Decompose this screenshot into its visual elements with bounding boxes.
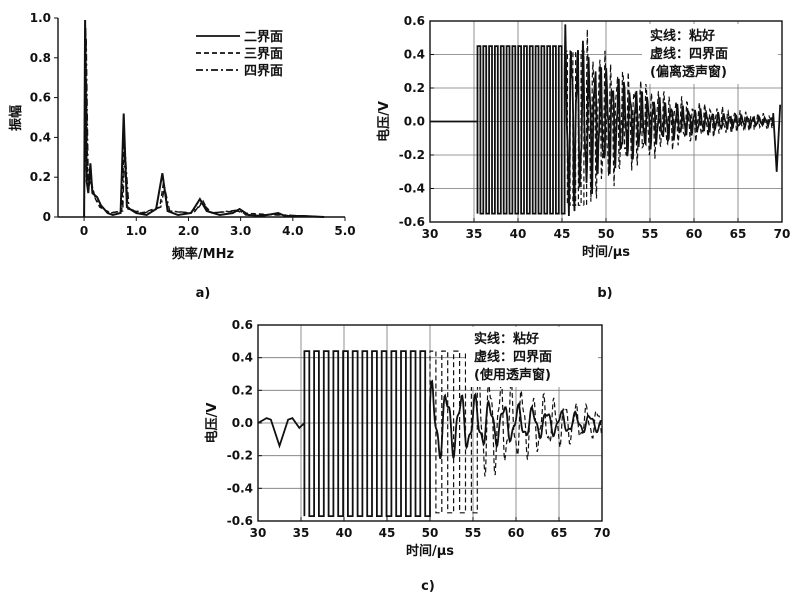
y-tick-label: -0.6 [227, 514, 253, 528]
x-tick-label: 50 [422, 526, 439, 540]
legend-label-2: 三界面 [244, 46, 283, 62]
x-tick-label: 55 [465, 526, 482, 540]
y-tick-label: -0.2 [227, 449, 253, 463]
x-tick-label: 70 [774, 227, 791, 241]
panel-caption: b) [597, 286, 612, 301]
x-axis-label: 频率/MHz [172, 246, 234, 262]
x-tick-label: 55 [642, 227, 659, 241]
y-tick-label: 0.4 [232, 351, 253, 365]
series-line-1 [83, 19, 325, 218]
x-tick-label: 45 [554, 227, 571, 241]
x-tick-label: 0 [80, 224, 88, 238]
y-tick-label: 0.0 [232, 416, 253, 430]
x-tick-label: 60 [508, 526, 525, 540]
series-line-1 [257, 350, 603, 517]
annotation-line-3: (偏离透声窗) [650, 64, 727, 80]
y-tick-label: 0.6 [404, 14, 425, 28]
legend-label-3: 四界面 [244, 63, 283, 79]
annotation-box [642, 24, 778, 84]
panel-b-waveform: 30 35 40 45 50 55 60 65 70 -0.6 -0.4 -0.2 0.0 0.2 0.4 0… [376, 14, 790, 301]
y-tick-label: 0.6 [30, 91, 51, 105]
x-tick-label: 2.0 [178, 224, 199, 238]
y-tick-label: 0.2 [232, 383, 253, 397]
x-tick-label: 30 [422, 227, 439, 241]
annotation-line-2: 虚线：四界面 [650, 46, 728, 62]
x-tick-label: 30 [250, 526, 267, 540]
y-tick-label: -0.6 [399, 215, 425, 229]
y-axis-label: 电压/V [376, 101, 392, 142]
x-axis-label: 时间/μs [582, 244, 630, 260]
panel-caption: c) [421, 579, 435, 594]
y-axis-label: 振幅 [8, 105, 24, 131]
x-tick-label: 35 [466, 227, 483, 241]
y-tick-label: 0.4 [404, 48, 425, 62]
x-tick-label: 65 [551, 526, 568, 540]
series-line-3 [83, 37, 325, 218]
x-tick-label: 4.0 [282, 224, 303, 238]
annotation-line-3: (使用透声窗) [474, 367, 551, 383]
x-tick-label: 65 [730, 227, 747, 241]
y-tick-label: 0.8 [30, 51, 51, 65]
series-line-1 [430, 24, 782, 217]
panel-caption: a) [196, 286, 211, 301]
x-tick-label: 60 [686, 227, 703, 241]
x-tick-label: 35 [293, 526, 310, 540]
y-tick-label: 0.2 [30, 170, 51, 184]
y-tick-label: -0.4 [399, 182, 425, 196]
y-tick-label: 0.4 [30, 130, 51, 144]
x-tick-label: 5.0 [334, 224, 355, 238]
x-axis-label: 时间/μs [406, 543, 454, 559]
series-line-2 [83, 27, 325, 218]
x-tick-label: 40 [510, 227, 527, 241]
annotation-line-1: 实线：粘好 [650, 28, 715, 44]
x-tick-label: 1.0 [126, 224, 147, 238]
y-tick-label: 0 [43, 210, 51, 224]
x-tick-label: 40 [336, 526, 353, 540]
y-tick-label: 0.2 [404, 81, 425, 95]
x-tick-label: 50 [598, 227, 615, 241]
y-tick-label: -0.2 [399, 148, 425, 162]
x-tick-label: 3.0 [230, 224, 251, 238]
panel-a-spectrum: 0 1.0 2.0 3.0 4.0 5.0 0 0.2 0.4 0.6 0.8 1.0 二界面三界面四界… [8, 11, 356, 301]
y-tick-label: 1.0 [30, 11, 51, 25]
x-tick-label: 70 [594, 526, 611, 540]
y-tick-label: 0.0 [404, 115, 425, 129]
y-tick-label: -0.4 [227, 481, 253, 495]
annotation-line-2: 虚线：四界面 [474, 349, 552, 365]
annotation-box [466, 327, 598, 387]
x-tick-label: 45 [379, 526, 396, 540]
y-tick-label: 0.6 [232, 318, 253, 332]
legend-label-1: 二界面 [244, 29, 283, 45]
annotation-line-1: 实线：粘好 [474, 331, 539, 347]
y-axis-label: 电压/V [204, 403, 220, 444]
series-line-2 [564, 29, 774, 206]
panel-c-waveform: 30 35 40 45 50 55 60 65 70 -0.6 -0.4 -0.2 0.0 0.2 0.4 0… [204, 318, 610, 594]
